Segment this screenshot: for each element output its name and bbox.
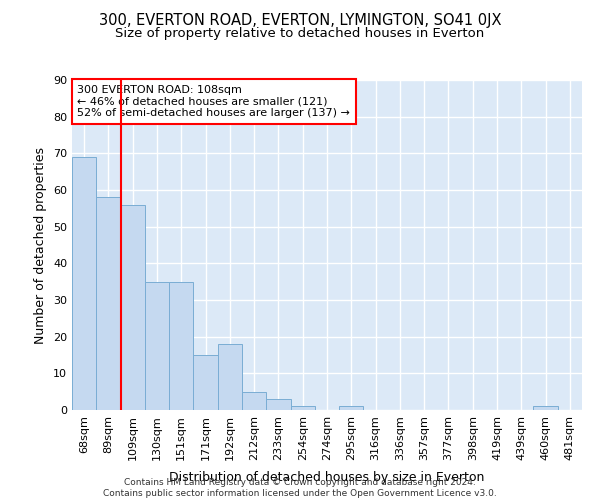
Y-axis label: Number of detached properties: Number of detached properties [34,146,47,344]
Bar [193,355,218,410]
Text: Contains HM Land Registry data © Crown copyright and database right 2024.
Contai: Contains HM Land Registry data © Crown c… [103,478,497,498]
Bar [266,399,290,410]
Bar [290,406,315,410]
Bar [145,282,169,410]
Bar [169,282,193,410]
Bar [339,406,364,410]
Bar [218,344,242,410]
Bar [96,198,121,410]
Text: Size of property relative to detached houses in Everton: Size of property relative to detached ho… [115,28,485,40]
Bar [533,406,558,410]
Bar [72,157,96,410]
X-axis label: Distribution of detached houses by size in Everton: Distribution of detached houses by size … [169,471,485,484]
Bar [121,204,145,410]
Text: 300 EVERTON ROAD: 108sqm
← 46% of detached houses are smaller (121)
52% of semi-: 300 EVERTON ROAD: 108sqm ← 46% of detach… [77,85,350,118]
Bar [242,392,266,410]
Text: 300, EVERTON ROAD, EVERTON, LYMINGTON, SO41 0JX: 300, EVERTON ROAD, EVERTON, LYMINGTON, S… [99,12,501,28]
